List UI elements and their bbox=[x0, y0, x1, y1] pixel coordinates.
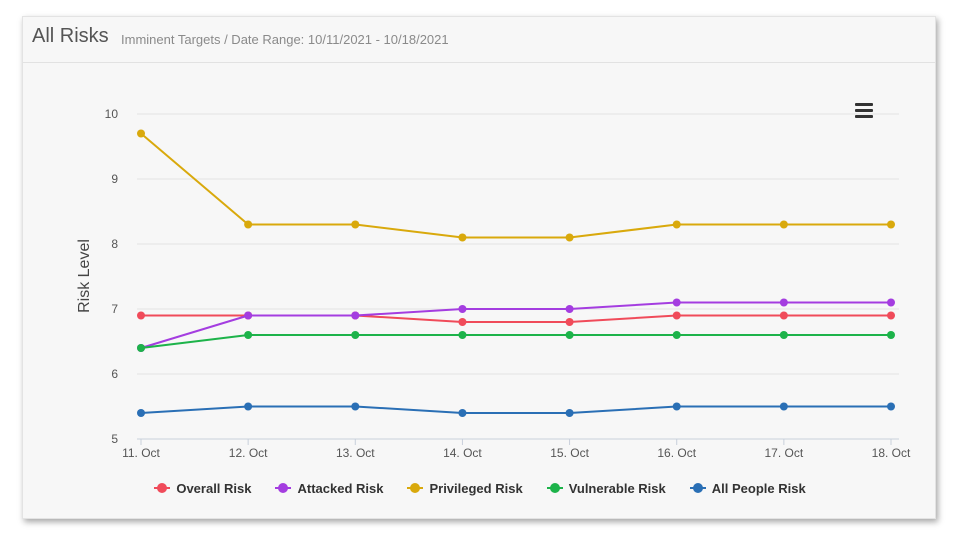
legend-label: Overall Risk bbox=[176, 480, 252, 496]
data-point-all-people-risk[interactable] bbox=[887, 402, 895, 411]
data-point-privileged-risk[interactable] bbox=[244, 220, 253, 229]
data-point-overall-risk[interactable] bbox=[672, 311, 681, 320]
legend-swatch-icon bbox=[154, 483, 171, 493]
data-point-privileged-risk[interactable] bbox=[458, 233, 467, 242]
chart-legend: Overall Risk Attacked Risk Privileged Risk… bbox=[0, 478, 960, 498]
data-point-overall-risk[interactable] bbox=[887, 311, 895, 320]
series-line-all-people-risk bbox=[140, 405, 891, 414]
data-point-vulnerable-risk[interactable] bbox=[672, 331, 681, 339]
data-point-attacked-risk[interactable] bbox=[672, 298, 681, 307]
data-point-overall-risk[interactable] bbox=[458, 318, 467, 326]
data-point-all-people-risk[interactable] bbox=[565, 409, 574, 417]
data-point-vulnerable-risk[interactable] bbox=[565, 331, 574, 339]
data-point-all-people-risk[interactable] bbox=[351, 402, 360, 411]
page-subtitle: Imminent Targets / Date Range: 10/11/202… bbox=[121, 32, 449, 47]
legend-swatch-icon bbox=[275, 483, 292, 493]
data-point-attacked-risk[interactable] bbox=[351, 311, 360, 320]
data-point-vulnerable-risk[interactable] bbox=[137, 344, 145, 352]
y-tick-label: 5 bbox=[111, 432, 118, 446]
data-point-all-people-risk[interactable] bbox=[137, 409, 145, 417]
data-point-all-people-risk[interactable] bbox=[672, 402, 681, 411]
data-point-privileged-risk[interactable] bbox=[565, 233, 574, 242]
y-tick-label: 6 bbox=[111, 367, 118, 381]
y-tick-label: 7 bbox=[111, 302, 118, 316]
data-point-all-people-risk[interactable] bbox=[244, 402, 253, 411]
data-point-attacked-risk[interactable] bbox=[244, 311, 253, 320]
data-point-vulnerable-risk[interactable] bbox=[779, 331, 788, 339]
data-point-vulnerable-risk[interactable] bbox=[244, 331, 253, 339]
card-header: All Risks Imminent Targets / Date Range:… bbox=[23, 17, 935, 63]
x-tick-label: 16. Oct bbox=[657, 446, 696, 460]
data-point-all-people-risk[interactable] bbox=[458, 409, 467, 417]
y-axis-label: Risk Level bbox=[76, 239, 93, 313]
legend-swatch-icon bbox=[689, 483, 706, 493]
legend-label: Vulnerable Risk bbox=[568, 480, 666, 496]
legend-swatch-icon bbox=[546, 483, 563, 493]
series-line-privileged-risk bbox=[140, 132, 891, 239]
data-point-all-people-risk[interactable] bbox=[779, 402, 788, 411]
data-point-overall-risk[interactable] bbox=[565, 318, 574, 326]
x-tick-label: 12. Oct bbox=[229, 446, 268, 460]
chart-card: All Risks Imminent Targets / Date Range:… bbox=[22, 16, 936, 519]
legend-label: All People Risk bbox=[711, 480, 806, 496]
data-point-attacked-risk[interactable] bbox=[565, 305, 574, 313]
data-point-attacked-risk[interactable] bbox=[458, 305, 467, 313]
x-tick-label: 18. Oct bbox=[872, 446, 911, 460]
y-tick-label: 9 bbox=[111, 172, 118, 186]
data-point-overall-risk[interactable] bbox=[779, 311, 788, 320]
data-point-privileged-risk[interactable] bbox=[779, 220, 788, 229]
legend-item-privileged-risk[interactable]: Privileged Risk bbox=[407, 480, 523, 496]
data-point-privileged-risk[interactable] bbox=[887, 220, 895, 229]
x-tick-label: 15. Oct bbox=[550, 446, 589, 460]
data-point-attacked-risk[interactable] bbox=[779, 298, 788, 307]
legend-item-all-people-risk[interactable]: All People Risk bbox=[689, 480, 806, 496]
legend-label: Attacked Risk bbox=[297, 480, 384, 496]
x-tick-label: 17. Oct bbox=[765, 446, 804, 460]
data-point-vulnerable-risk[interactable] bbox=[887, 331, 895, 339]
x-tick-label: 11. Oct bbox=[122, 446, 160, 460]
legend-label: Privileged Risk bbox=[429, 480, 523, 496]
data-point-vulnerable-risk[interactable] bbox=[351, 331, 360, 339]
legend-item-vulnerable-risk[interactable]: Vulnerable Risk bbox=[546, 480, 666, 496]
x-tick-label: 14. Oct bbox=[443, 446, 482, 460]
legend-item-overall-risk[interactable]: Overall Risk bbox=[154, 481, 251, 496]
hamburger-menu-icon[interactable] bbox=[855, 103, 873, 118]
data-point-privileged-risk[interactable] bbox=[672, 220, 681, 229]
y-tick-label: 8 bbox=[111, 237, 118, 251]
data-point-attacked-risk[interactable] bbox=[887, 298, 895, 307]
legend-swatch-icon bbox=[407, 483, 424, 493]
page-title: All Risks bbox=[32, 25, 109, 47]
legend-item-attacked-risk[interactable]: Attacked Risk bbox=[275, 481, 383, 496]
data-point-vulnerable-risk[interactable] bbox=[458, 331, 467, 339]
data-point-privileged-risk[interactable] bbox=[137, 129, 145, 138]
x-tick-label: 13. Oct bbox=[336, 446, 375, 460]
series-line-attacked-risk bbox=[140, 301, 891, 349]
y-tick-label: 10 bbox=[105, 107, 119, 121]
series-line-vulnerable-risk bbox=[140, 334, 891, 349]
data-point-privileged-risk[interactable] bbox=[351, 220, 360, 229]
data-point-overall-risk[interactable] bbox=[137, 311, 145, 320]
